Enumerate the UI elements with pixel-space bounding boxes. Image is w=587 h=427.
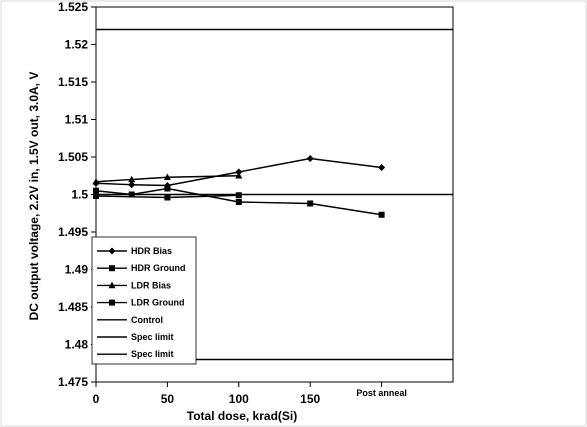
legend-marker	[109, 265, 115, 272]
legend-label: LDR Bias	[131, 280, 171, 290]
legend-label: Spec limit	[131, 349, 174, 359]
data-point	[307, 200, 314, 207]
data-point	[92, 177, 100, 185]
series-ldr-bias	[92, 171, 243, 185]
series-line	[95, 175, 239, 183]
data-point	[235, 192, 242, 199]
y-tick-label: 1.51	[65, 113, 89, 127]
y-tick-label: 1.49	[65, 263, 89, 277]
legend-item: LDR Bias	[97, 280, 171, 290]
legend-marker	[109, 299, 115, 306]
y-tick-label: 1.515	[58, 75, 88, 89]
data-point	[93, 193, 99, 199]
legend-item: Spec limit	[97, 349, 174, 359]
legend-items: HDR Bias HDR Ground LDR Bias LDR Ground Cont…	[97, 246, 186, 359]
y-tick-label: 1.5	[71, 188, 88, 202]
x-axis: 0 50 100 150 Post anneal	[93, 382, 407, 406]
y-tick-label: 1.52	[65, 38, 89, 52]
legend-item: LDR Ground	[97, 298, 185, 308]
y-tick-label: 1.505	[58, 150, 88, 164]
y-tick-label: 1.48	[65, 338, 89, 352]
data-point	[128, 175, 136, 183]
y-tick-label: 1.485	[58, 300, 88, 314]
legend-label: HDR Ground	[131, 263, 186, 273]
data-point	[378, 211, 385, 218]
data-point	[163, 173, 171, 181]
legend-marker	[108, 247, 116, 255]
x-tick-label: 100	[229, 392, 249, 406]
x-tick-label: 150	[300, 392, 320, 406]
series-layer	[92, 28, 453, 361]
y-tick-label: 1.495	[58, 225, 88, 239]
x-tick-label: Post anneal	[356, 388, 407, 398]
data-point	[164, 185, 171, 192]
data-point	[235, 199, 242, 205]
data-point	[378, 164, 386, 171]
data-point	[128, 181, 136, 189]
legend-label: HDR Bias	[131, 246, 172, 256]
data-point	[93, 187, 99, 194]
data-point	[235, 171, 243, 179]
y-tick-label: 1.525	[58, 0, 88, 14]
x-axis-title: Total dose, krad(Si)	[187, 409, 297, 423]
legend-item: HDR Ground	[97, 263, 186, 273]
legend-item: Spec limit	[97, 332, 174, 342]
series-line	[95, 157, 382, 187]
legend-label: Spec limit	[131, 332, 174, 342]
data-point	[164, 194, 171, 201]
x-tick-label: 0	[93, 392, 100, 406]
x-tick-label: 50	[161, 392, 175, 406]
data-point	[306, 155, 314, 162]
y-tick-label: 1.475	[58, 375, 88, 389]
legend-item: Control	[97, 315, 163, 325]
legend: HDR Bias HDR Ground LDR Bias LDR Ground Cont…	[91, 236, 197, 365]
legend-marker	[108, 281, 116, 289]
legend-label: Control	[131, 315, 163, 325]
y-axis: 1.475 1.48 1.485 1.49 1.495 1.5 1.505 1.51 1.515…	[58, 0, 96, 389]
y-axis-title: DC output voltage, 2.2V in, 1.5V out, 3.…	[27, 72, 41, 321]
legend-label: LDR Ground	[131, 298, 185, 308]
legend-item: HDR Bias	[97, 246, 172, 256]
series-ldr-ground	[93, 192, 242, 201]
